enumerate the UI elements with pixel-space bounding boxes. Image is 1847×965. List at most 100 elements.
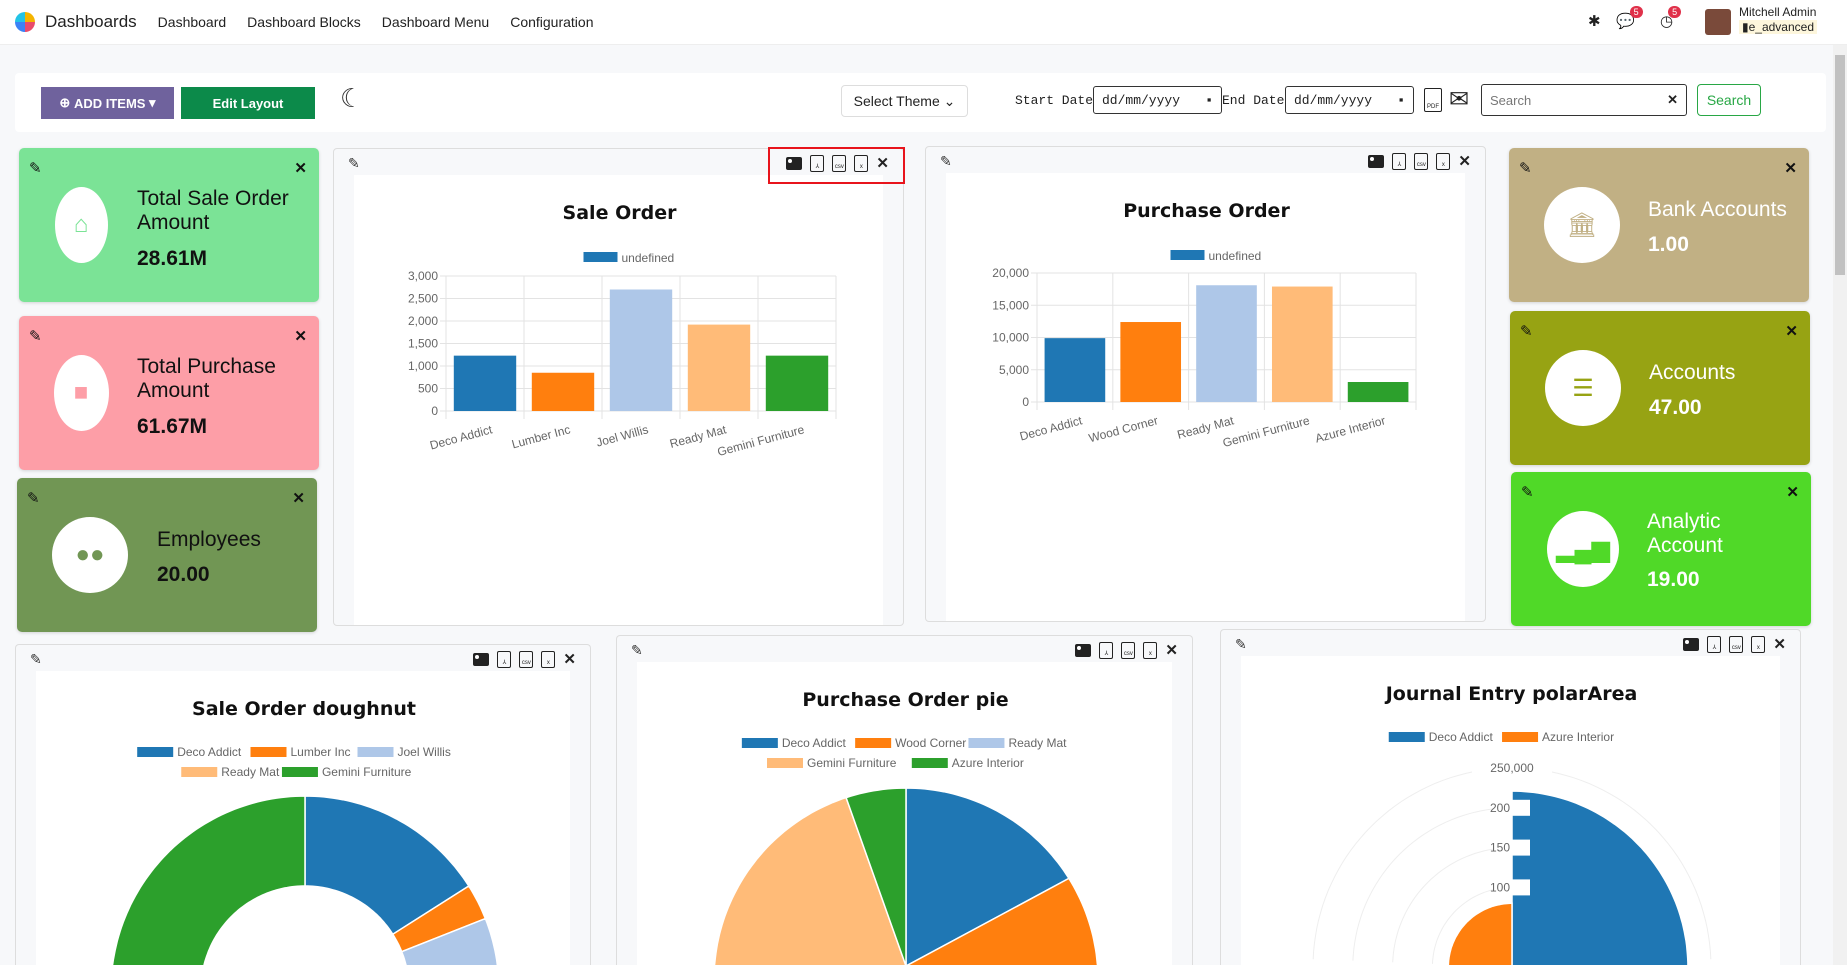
- chart-area: Purchase Order undefined 0 5,000 10,000 15,00…: [946, 173, 1465, 621]
- close-icon[interactable]: ✕: [294, 160, 307, 177]
- search-button[interactable]: Search: [1697, 84, 1761, 116]
- tick-backdrop: [1472, 760, 1552, 776]
- close-icon[interactable]: ✕: [1785, 323, 1798, 340]
- bar: [1271, 286, 1333, 402]
- card-header: ✎ ⅄ csv x ✕: [926, 147, 1485, 173]
- edit-icon[interactable]: ✎: [29, 328, 42, 345]
- y-tick-label: 500: [418, 382, 438, 396]
- x-tick-label: Joel Willis: [595, 422, 650, 449]
- edit-icon[interactable]: ✎: [29, 160, 42, 177]
- image-export-icon[interactable]: [1075, 643, 1092, 657]
- excel-export-icon[interactable]: x: [1436, 152, 1451, 170]
- tile-value: 19.00: [1647, 568, 1700, 591]
- pdf-export-icon[interactable]: PDF: [1424, 88, 1442, 112]
- pdf-export-icon[interactable]: ⅄: [1707, 635, 1722, 653]
- kpi-tile[interactable]: ✎ ✕ ⌂ Total Sale Order Amount 28.61M: [19, 148, 319, 302]
- excel-export-icon[interactable]: x: [1751, 635, 1766, 653]
- chevron-down-icon: ⌄: [943, 92, 956, 109]
- pdf-export-icon[interactable]: ⅄: [1392, 152, 1407, 170]
- y-tick-label: 15,000: [992, 298, 1029, 312]
- edit-icon[interactable]: ✎: [1519, 160, 1532, 177]
- bar: [1196, 285, 1257, 402]
- edit-icon[interactable]: ✎: [1521, 484, 1534, 501]
- end-date-input[interactable]: dd/mm/yyyy ▪: [1285, 86, 1414, 114]
- y-tick-label: 20,000: [992, 266, 1029, 280]
- menu-dashboard[interactable]: Dashboard: [157, 14, 227, 30]
- dark-mode-moon-icon[interactable]: ☾: [340, 83, 364, 113]
- pencil-icon[interactable]: ✎: [1235, 636, 1247, 652]
- pdf-export-icon[interactable]: ⅄: [497, 650, 512, 668]
- scrollbar-thumb[interactable]: [1835, 55, 1845, 275]
- user-name[interactable]: Mitchell Admin: [1739, 5, 1817, 19]
- chat-icon[interactable]: 💬 5: [1616, 6, 1643, 30]
- pencil-icon[interactable]: ✎: [30, 651, 42, 667]
- excel-export-icon[interactable]: x: [854, 154, 869, 172]
- pdf-export-icon[interactable]: ⅄: [1099, 641, 1114, 659]
- app-name[interactable]: Dashboards: [45, 12, 137, 31]
- image-export-icon[interactable]: [473, 652, 490, 666]
- close-icon[interactable]: ✕: [876, 155, 889, 172]
- chart-svg: Purchase Order pie Deco Addict Wood Corner…: [713, 689, 1099, 965]
- pencil-icon[interactable]: ✎: [940, 153, 952, 169]
- pdf-export-icon[interactable]: ⅄: [810, 154, 825, 172]
- y-tick-label: 1,500: [408, 337, 438, 351]
- close-icon[interactable]: ✕: [294, 328, 307, 345]
- search-input[interactable]: Search ✕: [1481, 84, 1687, 116]
- kpi-tile[interactable]: ✎ ✕ ●● Employees 20.00: [17, 478, 317, 632]
- excel-export-icon[interactable]: x: [541, 650, 556, 668]
- avatar[interactable]: [1705, 9, 1731, 35]
- close-icon[interactable]: ✕: [1784, 160, 1797, 177]
- kpi-tile[interactable]: ✎ ✕ ☰ Accounts 47.00: [1510, 311, 1810, 465]
- close-icon[interactable]: ✕: [1165, 642, 1178, 659]
- clear-search-icon[interactable]: ✕: [1667, 92, 1678, 107]
- journal-entry-polar-card: ✎ ⅄ csv x ✕ Journal Entry polarArea Deco Add…: [1220, 629, 1801, 965]
- add-items-button[interactable]: ⊕ ADD ITEMS ▾: [41, 87, 174, 119]
- csv-export-icon[interactable]: csv: [1729, 635, 1744, 653]
- csv-export-icon[interactable]: csv: [1121, 641, 1136, 659]
- calendar-icon[interactable]: ▪: [1205, 92, 1213, 108]
- image-export-icon[interactable]: [1368, 154, 1385, 168]
- image-export-icon[interactable]: [786, 156, 803, 170]
- scrollbar[interactable]: [1833, 45, 1847, 965]
- email-icon[interactable]: ✉: [1449, 86, 1470, 113]
- purchase-order-chart-card: ✎ ⅄ csv x ✕ Purchase Order undefined 0 5,000 10…: [925, 146, 1486, 622]
- close-icon[interactable]: ✕: [292, 490, 305, 507]
- users-icon: ●●: [75, 541, 105, 568]
- image-export-icon[interactable]: [1683, 637, 1700, 651]
- close-icon[interactable]: ✕: [1458, 153, 1471, 170]
- legend-label: Ready Mat: [221, 765, 280, 779]
- top-navbar: Dashboards Dashboard Dashboard Blocks Da…: [0, 0, 1847, 45]
- menu-dashboard-menu[interactable]: Dashboard Menu: [381, 14, 490, 30]
- pencil-icon[interactable]: ✎: [631, 642, 643, 658]
- kpi-tile[interactable]: ✎ ✕ ▂▄▆ Analytic Account 19.00: [1511, 472, 1811, 626]
- calendar-icon[interactable]: ▪: [1397, 92, 1405, 108]
- chart-svg: Journal Entry polarArea Deco Addict Azure …: [1312, 683, 1712, 965]
- edit-icon[interactable]: ✎: [27, 490, 40, 507]
- excel-export-icon[interactable]: x: [1143, 641, 1158, 659]
- edit-icon[interactable]: ✎: [1520, 323, 1533, 340]
- edit-layout-button[interactable]: Edit Layout: [181, 87, 315, 119]
- pencil-icon[interactable]: ✎: [348, 155, 360, 171]
- bar: [1347, 382, 1409, 402]
- slice: [713, 796, 907, 965]
- select-theme-dropdown[interactable]: Select Theme ⌄: [841, 85, 968, 117]
- csv-export-icon[interactable]: csv: [832, 154, 847, 172]
- start-date-input[interactable]: dd/mm/yyyy ▪: [1093, 86, 1222, 114]
- csv-export-icon[interactable]: csv: [519, 650, 534, 668]
- start-date-label: Start Date:: [1015, 93, 1101, 108]
- menu-dashboard-blocks[interactable]: Dashboard Blocks: [247, 14, 361, 30]
- start-date-value: dd/mm/yyyy: [1102, 92, 1181, 108]
- clock-icon[interactable]: ◷ 5: [1660, 6, 1682, 30]
- close-icon[interactable]: ✕: [1786, 484, 1799, 501]
- csv-export-icon[interactable]: csv: [1414, 152, 1429, 170]
- bar: [687, 324, 751, 411]
- kpi-tile[interactable]: ✎ ✕ ■ Total Purchase Amount 61.67M: [19, 316, 319, 470]
- bug-icon[interactable]: ✱: [1588, 13, 1601, 30]
- menu-configuration[interactable]: Configuration: [510, 14, 594, 30]
- app-logo-icon[interactable]: [15, 12, 35, 32]
- chart-title: Purchase Order pie: [802, 689, 1008, 711]
- chart-svg: Purchase Order undefined 0 5,000 10,000 15,00…: [992, 200, 1417, 450]
- kpi-tile[interactable]: ✎ ✕ 🏛 Bank Accounts 1.00: [1509, 148, 1809, 302]
- close-icon[interactable]: ✕: [563, 651, 576, 668]
- close-icon[interactable]: ✕: [1773, 636, 1786, 653]
